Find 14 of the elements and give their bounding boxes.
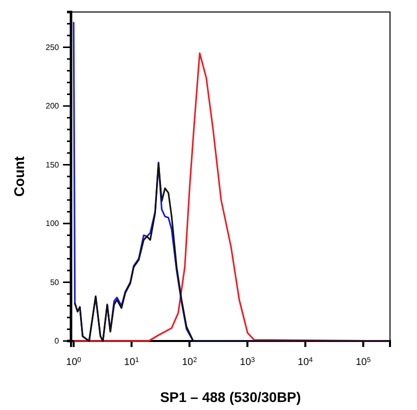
x-tick-label: 10$^{1}$ xyxy=(124,356,140,368)
y-tick-label: 100 xyxy=(46,219,60,228)
y-axis-title: Count xyxy=(11,156,27,197)
x-tick-label: 10$^{5}$ xyxy=(356,356,371,368)
x-tick-label: 10$^{3}$ xyxy=(240,356,255,368)
x-tick-label: 10$^{2}$ xyxy=(182,356,198,368)
x-tick-label: 10$^{0}$ xyxy=(66,356,82,368)
y-tick-label: 50 xyxy=(50,278,60,287)
x-axis-title: SP1 – 488 (530/30BP) xyxy=(160,389,301,405)
y-tick-label: 150 xyxy=(46,160,60,170)
y-tick-label: 200 xyxy=(46,102,60,111)
y-tick-label: 250 xyxy=(46,42,60,52)
x-tick-label: 10$^{4}$ xyxy=(298,356,313,368)
y-tick-label: 0 xyxy=(54,336,60,346)
